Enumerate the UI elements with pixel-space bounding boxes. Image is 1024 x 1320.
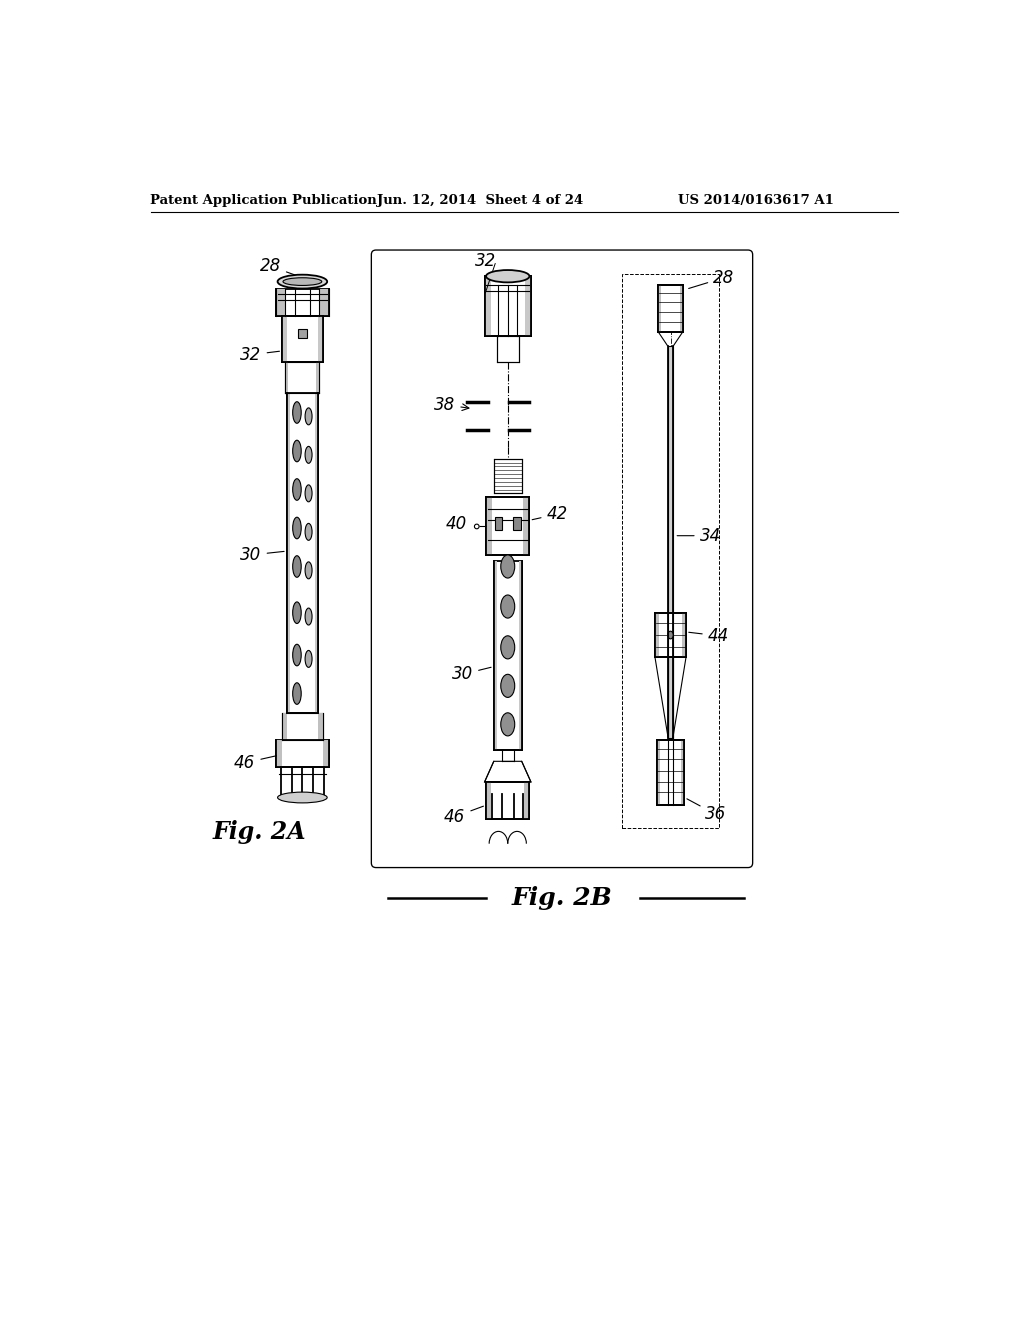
Text: 46: 46: [234, 754, 276, 772]
Bar: [317, 317, 323, 363]
Bar: [486, 498, 529, 554]
Bar: [298, 329, 307, 338]
Bar: [276, 739, 283, 767]
Text: 40: 40: [445, 515, 467, 533]
Ellipse shape: [293, 441, 301, 462]
Text: 34: 34: [700, 527, 721, 545]
Bar: [518, 561, 521, 750]
Text: 38: 38: [434, 396, 469, 413]
Ellipse shape: [283, 277, 322, 285]
Text: 32: 32: [241, 346, 280, 364]
Text: Jun. 12, 2014  Sheet 4 of 24: Jun. 12, 2014 Sheet 4 of 24: [378, 194, 584, 207]
Bar: [495, 517, 503, 529]
Bar: [317, 713, 323, 739]
Bar: [658, 285, 683, 331]
Text: 42: 42: [532, 506, 567, 523]
Bar: [497, 335, 518, 363]
Bar: [681, 739, 684, 805]
Bar: [486, 498, 493, 554]
Text: 36: 36: [687, 799, 727, 824]
Bar: [316, 363, 319, 393]
Bar: [494, 459, 521, 494]
Ellipse shape: [293, 401, 301, 424]
Bar: [524, 781, 529, 818]
Bar: [287, 393, 290, 713]
Bar: [323, 739, 329, 767]
Bar: [682, 612, 686, 657]
Circle shape: [474, 524, 479, 529]
Bar: [283, 317, 323, 363]
Bar: [287, 393, 317, 713]
Bar: [484, 276, 490, 335]
Bar: [276, 289, 329, 317]
Ellipse shape: [293, 682, 301, 705]
Bar: [656, 739, 660, 805]
Bar: [319, 289, 329, 317]
Bar: [656, 739, 684, 805]
Ellipse shape: [501, 595, 515, 618]
Ellipse shape: [305, 609, 312, 626]
Text: Fig. 2A: Fig. 2A: [213, 820, 306, 845]
Bar: [513, 517, 521, 529]
Bar: [669, 346, 673, 738]
Bar: [276, 739, 329, 767]
Bar: [283, 713, 287, 739]
Text: 28: 28: [689, 269, 734, 289]
Text: 30: 30: [241, 546, 284, 564]
Bar: [486, 781, 492, 818]
Bar: [524, 276, 531, 335]
Text: 46: 46: [444, 807, 483, 826]
Bar: [276, 289, 286, 317]
Ellipse shape: [278, 275, 328, 289]
Text: US 2014/0163617 A1: US 2014/0163617 A1: [678, 194, 834, 207]
Ellipse shape: [293, 602, 301, 623]
Bar: [655, 612, 658, 657]
Bar: [486, 781, 529, 818]
Bar: [286, 363, 319, 393]
Bar: [314, 393, 317, 713]
Ellipse shape: [501, 636, 515, 659]
Text: Patent Application Publication: Patent Application Publication: [151, 194, 377, 207]
Ellipse shape: [501, 554, 515, 578]
Bar: [655, 612, 686, 657]
Text: Fig. 2B: Fig. 2B: [512, 886, 612, 909]
Polygon shape: [484, 762, 531, 781]
Ellipse shape: [668, 631, 673, 639]
Text: 28: 28: [260, 257, 315, 282]
Bar: [623, 275, 719, 829]
Text: 30: 30: [452, 665, 492, 684]
Ellipse shape: [305, 408, 312, 425]
Bar: [494, 561, 521, 750]
Ellipse shape: [501, 675, 515, 697]
Ellipse shape: [486, 271, 529, 282]
Ellipse shape: [501, 713, 515, 737]
Ellipse shape: [305, 524, 312, 540]
Ellipse shape: [305, 562, 312, 579]
Bar: [658, 285, 662, 331]
Bar: [283, 713, 323, 739]
Bar: [484, 276, 531, 335]
Ellipse shape: [293, 517, 301, 539]
Bar: [523, 498, 529, 554]
Bar: [680, 285, 683, 331]
Text: 32: 32: [475, 252, 496, 269]
Ellipse shape: [278, 792, 328, 803]
Text: 44: 44: [689, 627, 729, 644]
Ellipse shape: [293, 556, 301, 577]
Ellipse shape: [305, 484, 312, 502]
Ellipse shape: [293, 479, 301, 500]
Bar: [494, 561, 497, 750]
Ellipse shape: [305, 446, 312, 463]
Ellipse shape: [293, 644, 301, 665]
Bar: [283, 317, 287, 363]
Ellipse shape: [305, 651, 312, 668]
Bar: [286, 363, 289, 393]
